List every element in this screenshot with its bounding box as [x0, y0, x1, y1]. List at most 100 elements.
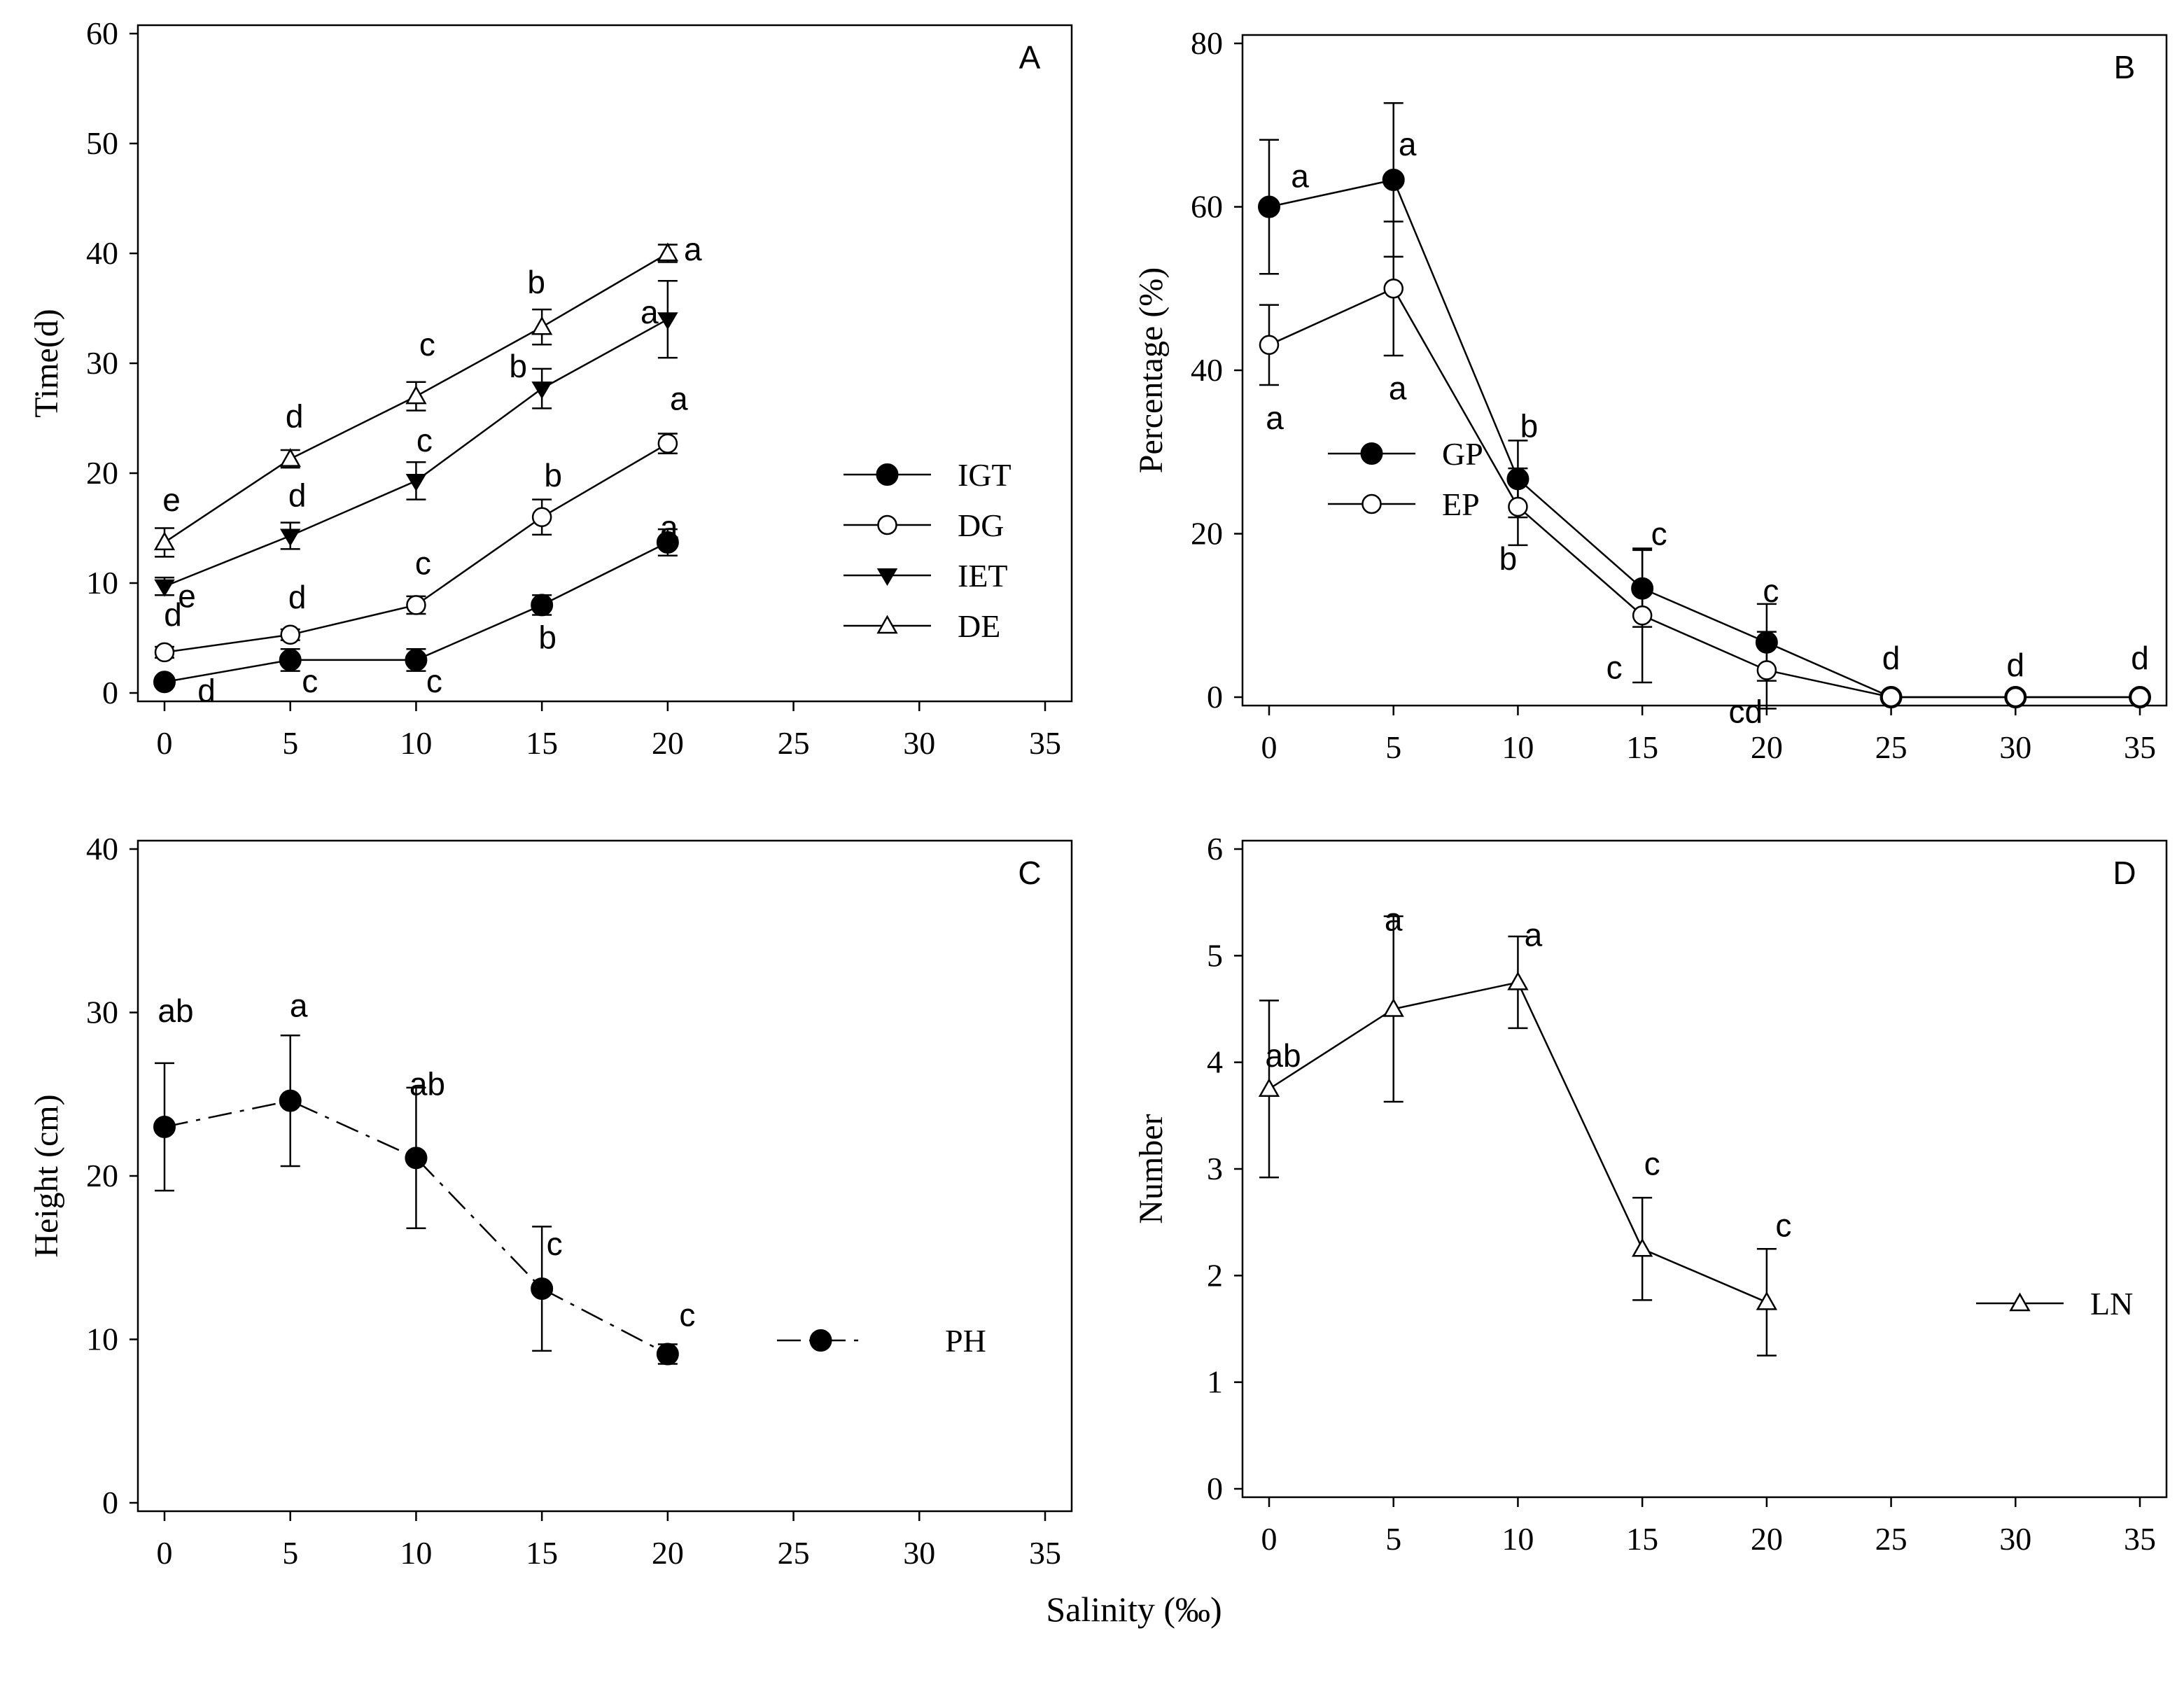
legend-label: LN	[2090, 1286, 2133, 1322]
y-tick-label: 80	[1191, 25, 1223, 61]
legend-label: PH	[945, 1323, 986, 1359]
data-point	[153, 1115, 176, 1138]
legend-entry-GP: GP	[1328, 436, 1483, 472]
y-tick-label: 0	[102, 1485, 118, 1520]
significance-label: b	[1520, 407, 1539, 444]
series-line	[164, 1100, 668, 1355]
significance-label: b	[1499, 540, 1518, 577]
significance-label: c	[679, 1297, 695, 1333]
series-IET: e d c b a	[154, 280, 678, 615]
y-axis-title: Number	[1133, 1114, 1170, 1224]
significance-label: d	[197, 672, 216, 708]
legend-entry-DG: DG	[844, 507, 1004, 543]
x-tick-label: 35	[1029, 725, 1061, 761]
significance-label: d	[288, 579, 307, 615]
y-tick-label: 1	[1207, 1364, 1223, 1400]
x-axis-title: Salinity (‰)	[1046, 1590, 1222, 1629]
x-tick-label: 0	[1261, 729, 1278, 765]
y-tick-label: 10	[86, 565, 118, 601]
data-point	[531, 507, 552, 528]
x-tick-label: 20	[1751, 1521, 1783, 1557]
legend-entry-IGT: IGT	[844, 457, 1011, 493]
data-point	[657, 242, 678, 262]
legend-entry-IET: IET	[844, 558, 1008, 594]
significance-label: a	[670, 381, 688, 417]
significance-label: ab	[158, 993, 193, 1029]
significance-label: c	[1606, 649, 1623, 685]
data-point	[1756, 660, 1777, 680]
significance-label: d	[2131, 640, 2149, 676]
significance-label: cd	[1729, 693, 1763, 729]
data-point	[1382, 997, 1404, 1017]
significance-label: a	[1525, 916, 1543, 953]
data-point	[2005, 687, 2026, 708]
panel-D: 0 1 2 3 4 5 6 0 5 10 15 20 25 30 35 Number Dab a a c c LN	[1133, 831, 2168, 1557]
panel-A: 0 10 20 30 40 50 60 0 5 10 15 20 25 30 35 Time(d) Ad c c b a…	[28, 15, 1073, 761]
data-point	[1259, 335, 1280, 356]
legend-label: IGT	[958, 457, 1011, 493]
significance-label: a	[684, 231, 702, 267]
data-point	[405, 648, 428, 671]
significance-label: c	[1763, 573, 1779, 609]
y-tick-label: 6	[1207, 831, 1223, 867]
y-tick-label: 60	[86, 15, 118, 51]
significance-label: d	[2006, 647, 2024, 683]
data-point	[153, 671, 176, 694]
x-tick-label: 10	[1502, 729, 1534, 765]
significance-label: c	[1651, 516, 1667, 552]
series-LN: ab a a c c	[1258, 902, 1791, 1357]
panel-label: D	[2113, 855, 2136, 891]
panel-label: C	[1018, 855, 1041, 891]
y-tick-label: 20	[86, 1158, 118, 1193]
legend-label: DG	[958, 507, 1004, 543]
data-point	[405, 1147, 428, 1170]
series-PH: ab a ab c c	[153, 988, 695, 1366]
x-tick-label: 30	[1999, 1521, 2031, 1557]
legend-marker	[876, 615, 898, 634]
x-tick-label: 10	[1502, 1521, 1534, 1557]
plot-frame	[136, 24, 1073, 703]
data-point	[279, 528, 301, 547]
data-point	[657, 433, 678, 454]
significance-label: c	[547, 1226, 563, 1262]
data-point	[656, 531, 679, 554]
x-tick-label: 20	[652, 725, 684, 761]
legend-label: EP	[1442, 486, 1480, 522]
data-point	[406, 595, 426, 615]
data-point	[1881, 687, 1901, 708]
y-tick-label: 40	[86, 235, 118, 271]
significance-label: c	[302, 663, 318, 699]
data-point	[1756, 1291, 1777, 1310]
significance-label: d	[1882, 640, 1900, 676]
x-tick-label: 10	[400, 725, 432, 761]
legend-entry-EP: EP	[1328, 486, 1480, 522]
data-point	[1258, 1078, 1280, 1097]
y-tick-label: 20	[1191, 516, 1223, 552]
x-tick-label: 15	[1626, 1521, 1658, 1557]
legend-marker	[2009, 1292, 2031, 1312]
legend-marker	[876, 568, 898, 586]
legend-entry-DE: DE	[844, 608, 1000, 644]
y-tick-label: 60	[1191, 189, 1223, 225]
plot-frame	[1241, 839, 2168, 1499]
y-tick-label: 0	[1207, 679, 1223, 715]
significance-label: e	[162, 482, 181, 518]
legend-marker	[1360, 442, 1383, 465]
data-point	[1382, 168, 1405, 191]
data-point	[279, 448, 301, 467]
data-point	[531, 594, 554, 617]
significance-label: b	[527, 264, 545, 300]
legend-marker	[876, 463, 899, 486]
x-tick-label: 20	[652, 1535, 684, 1571]
panel-B: 0 20 40 60 80 0 5 10 15 20 25 30 35 Percentage (%) Ba a…	[1133, 25, 2168, 765]
x-tick-label: 10	[400, 1535, 432, 1571]
x-tick-label: 25	[778, 725, 810, 761]
significance-label: a	[1389, 370, 1407, 406]
panel-label: A	[1019, 39, 1041, 76]
significance-label: ab	[1265, 1037, 1301, 1074]
significance-label: b	[509, 348, 527, 384]
legend-marker	[809, 1329, 832, 1352]
data-point	[280, 624, 300, 645]
x-tick-label: 30	[1999, 729, 2031, 765]
